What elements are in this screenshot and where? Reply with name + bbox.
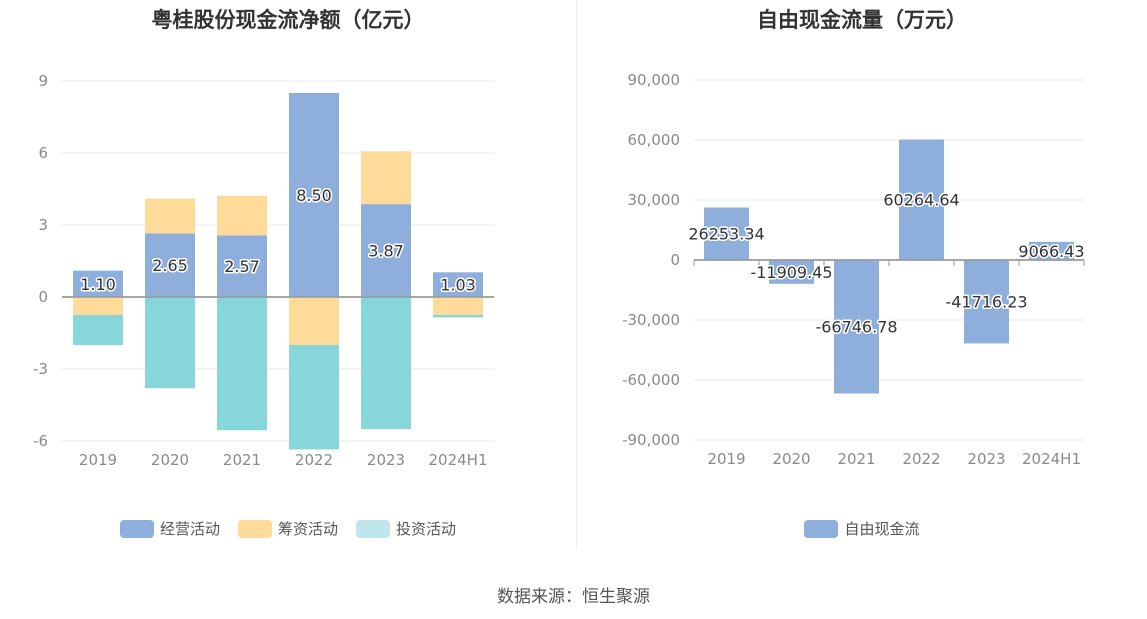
bar-投资活动 xyxy=(145,297,195,389)
bar-筹资活动 xyxy=(145,198,195,234)
data-label: 60264.64 xyxy=(883,191,959,210)
bar-自由现金流 xyxy=(899,139,944,260)
legend-label: 筹资活动 xyxy=(277,520,338,538)
x-tick-label: 2023 xyxy=(967,450,1005,468)
legend-item-financing[interactable]: 筹资活动 xyxy=(237,518,338,539)
panel-divider xyxy=(576,0,577,550)
bar-筹资活动 xyxy=(217,195,267,236)
y-tick-label: -3 xyxy=(33,360,48,378)
y-tick-label: -30,000 xyxy=(622,311,680,329)
chart-legend: 自由现金流 xyxy=(577,518,1147,539)
legend-swatch xyxy=(804,519,839,538)
y-tick-label: -90,000 xyxy=(622,431,680,449)
legend-swatch xyxy=(356,519,390,538)
bar-自由现金流 xyxy=(834,260,879,394)
bar-经营活动 xyxy=(73,270,123,297)
data-label: -66746.78 xyxy=(815,318,897,337)
y-tick-label: -60,000 xyxy=(622,371,680,389)
y-tick-label: 30,000 xyxy=(628,191,681,209)
cash-flow-chart: 9 6 3 0 -3 -6 1.10 2.65 2.57 8.50 3.87 1.03 2019 2020… xyxy=(33,72,494,469)
y-tick-label: 3 xyxy=(38,216,48,234)
bar-自由现金流 xyxy=(1029,241,1074,260)
legend-label: 自由现金流 xyxy=(844,520,920,538)
data-label: -41716.23 xyxy=(945,293,1027,312)
free-cash-flow-chart-panel: 自由现金流量（万元） 90,000 60,000 30,000 0 -30,000 -60… xyxy=(577,0,1147,550)
bar-投资活动 xyxy=(361,297,411,429)
y-tick-label: 0 xyxy=(38,288,48,306)
free-cash-flow-chart: 90,000 60,000 30,000 0 -30,000 -60,000 -90,000… xyxy=(622,71,1086,468)
x-tick-label: 2022 xyxy=(902,450,940,468)
data-label: 9066.43 xyxy=(1018,242,1084,261)
bar-投资活动 xyxy=(73,315,123,345)
data-label: 2.65 xyxy=(152,256,188,275)
bar-筹资活动 xyxy=(361,151,411,205)
chart-title: 粤桂股份现金流净额（亿元） xyxy=(151,8,425,32)
bar-经营活动 xyxy=(361,204,411,297)
x-tick-label: 2024H1 xyxy=(429,451,488,469)
legend-label: 投资活动 xyxy=(396,520,457,538)
data-label: 8.50 xyxy=(296,186,332,205)
cash-flow-chart-panel: 粤桂股份现金流净额（亿元） 9 6 3 0 -3 -6 1.10 2.65 2.57 8.50 3.… xyxy=(0,0,576,550)
legend-item-investing[interactable]: 投资活动 xyxy=(356,518,456,539)
bar-自由现金流 xyxy=(704,207,749,260)
bar-经营活动 xyxy=(433,272,483,297)
x-tick-label: 2019 xyxy=(79,451,117,469)
x-tick-label: 2020 xyxy=(772,450,810,468)
y-tick-label: 90,000 xyxy=(628,71,681,89)
y-tick-label: 0 xyxy=(670,251,680,269)
legend-label: 经营活动 xyxy=(159,520,220,538)
data-label: 2.57 xyxy=(224,257,260,276)
legend-swatch xyxy=(237,519,272,538)
data-label: 26253.34 xyxy=(688,225,764,244)
y-tick-label: 60,000 xyxy=(628,131,681,149)
bar-筹资活动 xyxy=(73,297,123,315)
data-label: 1.10 xyxy=(80,275,116,294)
data-source-note: 数据来源：恒生聚源 xyxy=(497,587,650,607)
chart-legend: 经营活动 筹资活动 投资活动 xyxy=(0,518,576,539)
x-tick-label: 2019 xyxy=(707,450,745,468)
bar-经营活动 xyxy=(217,235,267,297)
bar-筹资活动 xyxy=(289,297,339,345)
bar-自由现金流 xyxy=(964,260,1009,344)
x-tick-label: 2024H1 xyxy=(1022,450,1081,468)
data-label: 1.03 xyxy=(440,276,476,295)
bar-经营活动 xyxy=(145,233,195,297)
x-tick-label: 2021 xyxy=(837,450,875,468)
y-tick-label: 9 xyxy=(38,72,48,90)
x-tick-label: 2022 xyxy=(295,451,333,469)
bar-投资活动 xyxy=(433,315,483,318)
data-label: 3.87 xyxy=(368,242,404,261)
legend-swatch xyxy=(119,519,154,538)
bar-筹资活动 xyxy=(433,297,483,315)
bar-经营活动 xyxy=(289,93,339,297)
bar-自由现金流 xyxy=(769,260,814,284)
x-tick-label: 2023 xyxy=(367,451,405,469)
y-tick-label: -6 xyxy=(33,432,48,450)
data-label: -11909.45 xyxy=(750,263,832,282)
legend-item-operating[interactable]: 经营活动 xyxy=(119,518,220,539)
bar-投资活动 xyxy=(217,297,267,431)
y-tick-label: 6 xyxy=(38,144,48,162)
legend-item-free-cash-flow[interactable]: 自由现金流 xyxy=(804,518,920,539)
bar-投资活动 xyxy=(289,345,339,450)
x-tick-label: 2021 xyxy=(223,451,261,469)
x-tick-label: 2020 xyxy=(151,451,189,469)
chart-title: 自由现金流量（万元） xyxy=(757,8,967,32)
